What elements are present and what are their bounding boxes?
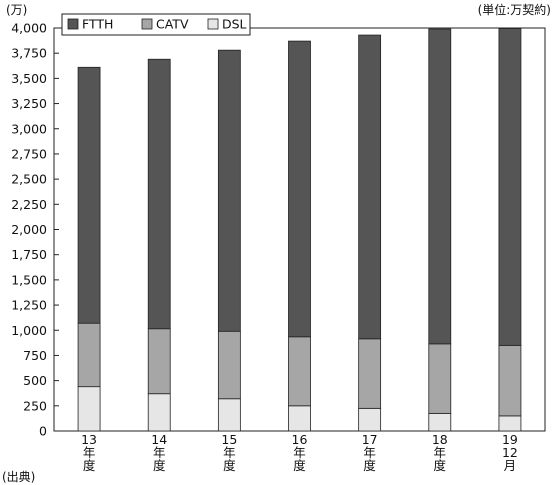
y-tick-label: 3,250 [11,96,47,111]
x-tick-label: 年 [434,445,447,460]
bar-segment-catv [77,322,101,388]
bar-segment-dsl [288,405,311,432]
x-tick-label: 度 [363,458,376,473]
x-tick-label: 16 [292,432,308,447]
x-tick-label: 17 [362,432,378,447]
y-tick-label: 750 [23,348,47,363]
x-tick-label: 度 [223,458,236,473]
y-tick-label: 1,250 [11,298,47,313]
bar-segment-catv [217,330,241,400]
y-tick-label: 1,500 [11,272,47,287]
legend-swatch-catv [141,18,153,30]
y-tick-label: 2,500 [11,172,47,187]
y-tick-label: 250 [23,398,47,413]
bar-segment-ftth [217,49,241,332]
y-tick-label: 500 [23,373,47,388]
bar-segment-ftth [428,28,452,345]
bar-segment-dsl [428,412,452,432]
y-tick-label: 2,750 [11,146,47,161]
bar-segment-dsl [147,393,171,432]
unit-note: (単位:万契約) [478,2,551,17]
bar-segment-ftth [77,66,101,324]
x-tick-label: 度 [153,458,166,473]
y-tick-label: 4,000 [11,21,47,36]
y-tick-label: 3,500 [11,71,47,86]
bar-segment-catv [147,328,171,395]
x-tick-label: 度 [434,458,447,473]
bar-segment-catv [498,344,522,417]
bar-segment-catv [428,343,452,414]
x-tick-label: 18 [432,432,448,447]
y-tick-label: 1,000 [11,323,47,338]
x-tick-label: 度 [293,458,306,473]
x-tick-label: 15 [221,432,237,447]
x-tick-label: 年 [223,445,236,460]
source-note: (出典) [2,470,35,484]
y-tick-label: 3,000 [11,121,47,136]
x-tick-label: 年 [153,445,166,460]
y-tick-label: 2,000 [11,222,47,237]
bar-segment-catv [288,336,311,407]
bar-segment-catv [358,338,382,409]
y-unit-label: (万) [6,3,27,17]
y-tick-label: 3,750 [11,46,47,61]
bar-segment-dsl [217,398,241,432]
y-tick-label: 2,250 [11,197,47,212]
x-tick-label: 年 [363,445,376,460]
bar-segment-dsl [358,407,382,432]
x-tick-label: 年 [293,445,306,460]
legend-swatch-ftth [67,18,79,30]
y-tick-label: 0 [39,424,47,439]
bar-segment-ftth [498,28,522,346]
x-tick-label: 14 [151,432,167,447]
bar-segment-ftth [147,58,171,330]
legend-box [61,13,251,36]
bar-segment-dsl [77,386,101,432]
x-tick-label: 度 [83,458,96,473]
x-tick-label: 12 [502,445,518,460]
bars [77,28,522,432]
y-tick-label: 1,750 [11,247,47,262]
legend-label-catv: CATV [156,17,189,32]
legend: FTTH CATV DSL [61,13,251,36]
x-tick-label: 13 [81,432,97,447]
x-tick-label: 年 [83,445,96,460]
bar-segment-ftth [288,40,311,338]
bar-segment-dsl [498,415,522,432]
y-axis: 0 250 500 750 1,000 1,250 1,500 1,750 2,000 2,250… [11,21,59,439]
legend-label-dsl: DSL [222,17,247,32]
bar-segment-ftth [358,34,382,340]
x-tick-label: 月 [504,458,517,473]
legend-label-ftth: FTTH [82,17,113,32]
x-tick-label: 19 [502,432,518,447]
legend-swatch-dsl [207,18,219,30]
